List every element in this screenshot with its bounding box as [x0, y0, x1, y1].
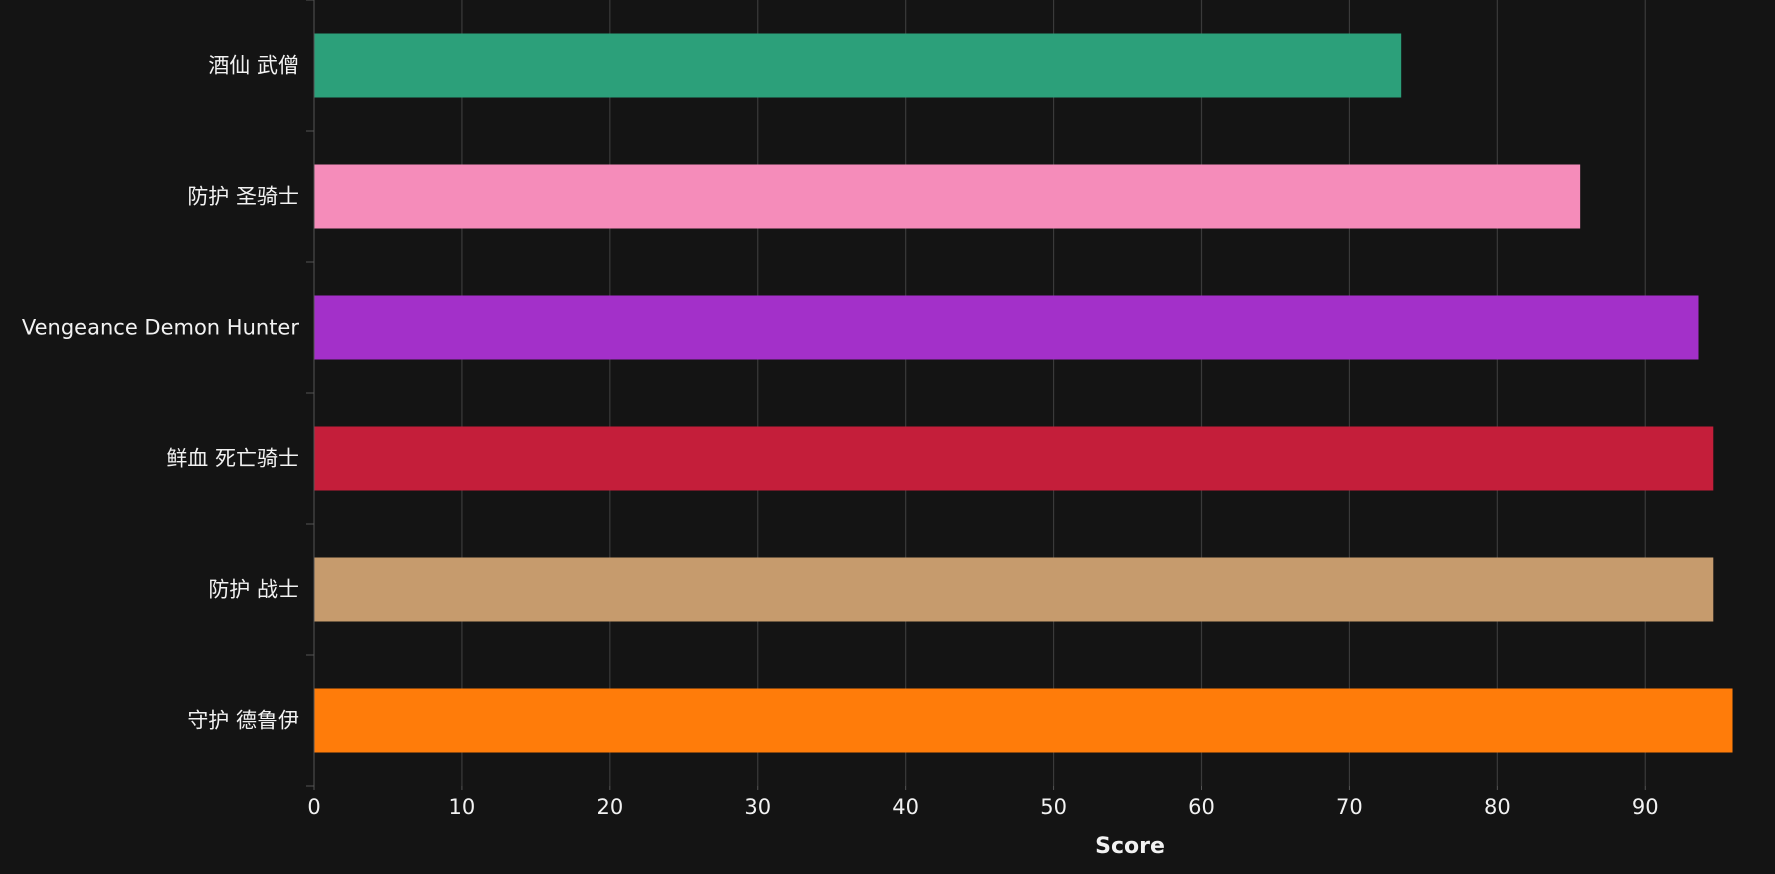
x-tick-label: 0 — [307, 795, 320, 819]
x-tick-label: 30 — [744, 795, 771, 819]
category-label: 鲜血 死亡骑士 — [166, 447, 299, 471]
x-tick-label: 50 — [1040, 795, 1067, 819]
x-tick-label: 70 — [1336, 795, 1363, 819]
category-label: 守护 德鲁伊 — [187, 709, 299, 733]
x-tick-label: 20 — [596, 795, 623, 819]
bar-1 — [314, 164, 1581, 229]
x-tick-label: 10 — [449, 795, 476, 819]
x-tick-label: 60 — [1188, 795, 1215, 819]
bar-2 — [314, 295, 1699, 360]
bar-3 — [314, 426, 1714, 491]
bar-4 — [314, 557, 1714, 622]
x-axis-title: Score — [1095, 834, 1165, 859]
bar-0 — [314, 33, 1402, 98]
gridlines — [461, 0, 1646, 786]
bars — [314, 33, 1733, 753]
x-tick-label: 40 — [892, 795, 919, 819]
bar-5 — [314, 688, 1733, 753]
category-label: Vengeance Demon Hunter — [22, 316, 299, 340]
x-tick-label: 90 — [1632, 795, 1659, 819]
category-label: 防护 圣骑士 — [187, 185, 299, 209]
category-label: 防护 战士 — [208, 578, 299, 602]
axes — [306, 0, 1646, 790]
x-tick-label: 80 — [1484, 795, 1511, 819]
category-label: 酒仙 武僧 — [208, 54, 299, 78]
